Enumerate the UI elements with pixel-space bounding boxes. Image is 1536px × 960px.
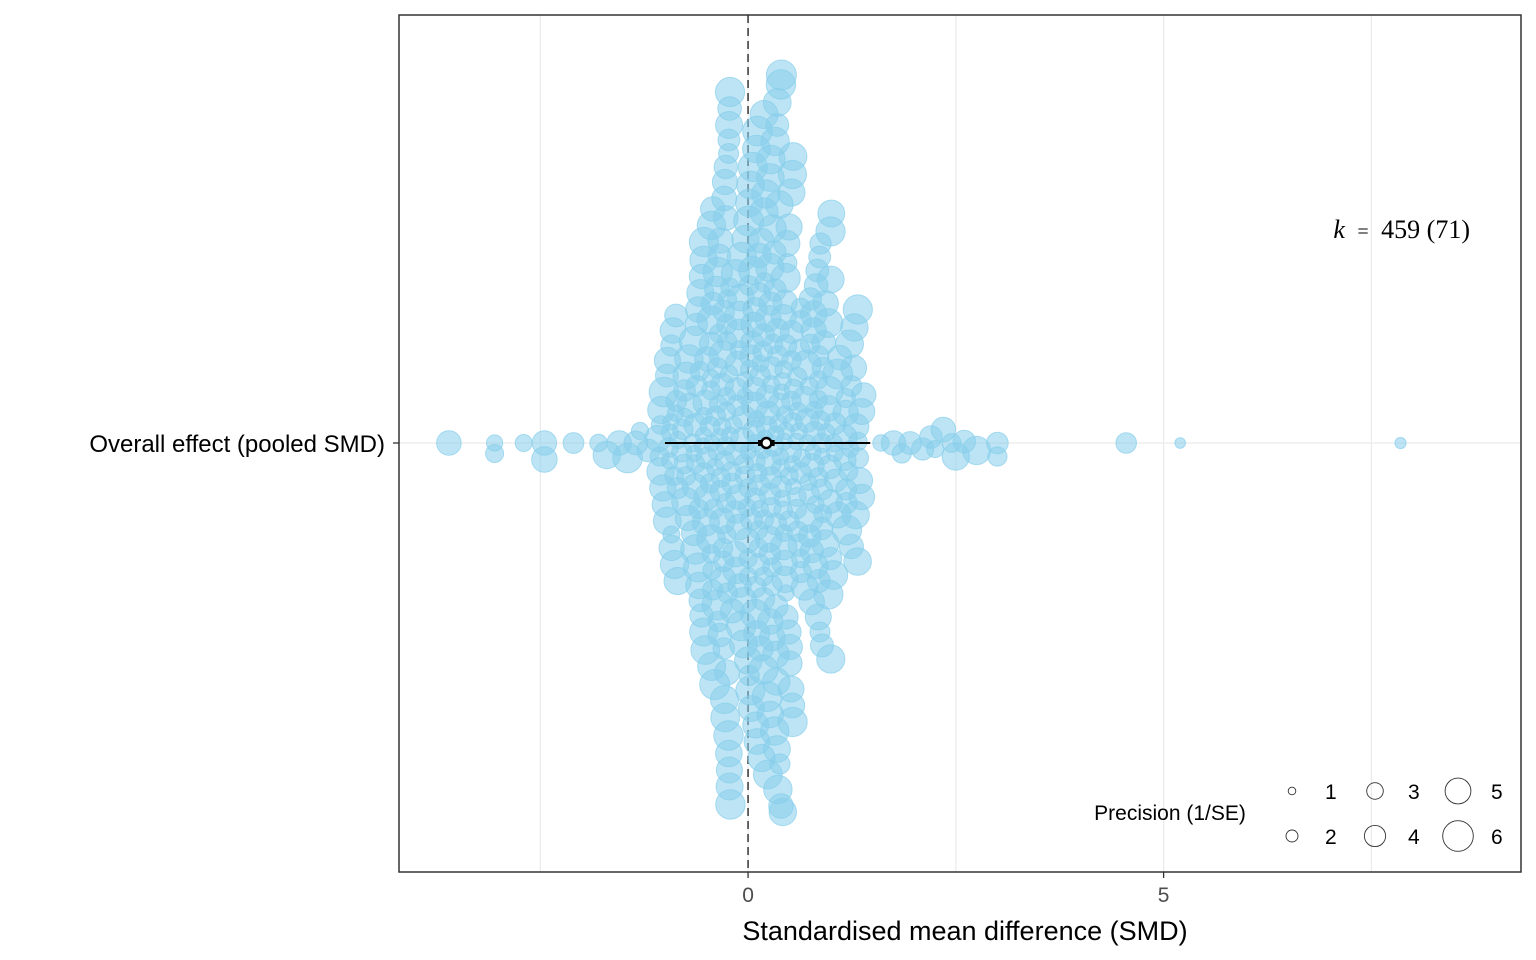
legend-items: 1 2 3 4 5 6 <box>1285 777 1503 852</box>
effect-size-point <box>816 644 846 674</box>
legend-size-circle <box>1366 782 1384 800</box>
effect-size-point <box>840 354 868 382</box>
legend-title: Precision (1/SE) <box>1094 802 1246 825</box>
x-tick-label: 5 <box>1158 884 1170 907</box>
k-value: 459 (71) <box>1381 215 1470 244</box>
x-tick-label: 0 <box>742 884 754 907</box>
effect-size-point <box>514 434 533 452</box>
effect-size-point <box>715 789 746 820</box>
effect-size-point <box>765 59 797 91</box>
k-annotation: k = 459 (71) <box>1333 215 1470 244</box>
legend-size-label: 4 <box>1408 826 1420 849</box>
effect-size-point <box>842 294 873 325</box>
pooled-estimate-point <box>760 436 773 450</box>
effect-size-point <box>1115 432 1137 454</box>
effect-size-point <box>850 382 877 408</box>
x-axis-title: Standardised mean difference (SMD) <box>742 916 1187 946</box>
effect-size-point <box>436 430 462 456</box>
effect-size-point <box>769 753 791 775</box>
legend-size-label: 3 <box>1408 781 1420 804</box>
effect-size-point <box>485 444 505 463</box>
effect-size-point <box>816 265 845 294</box>
effect-size-point <box>777 706 808 738</box>
effect-size-points <box>436 59 1407 827</box>
effect-size-point <box>1394 436 1407 450</box>
effect-size-point <box>813 308 844 338</box>
legend-size-circle <box>1285 829 1299 843</box>
legend-size-label: 6 <box>1491 826 1503 849</box>
effect-size-point <box>818 560 849 590</box>
legend-size-circle <box>1363 824 1387 848</box>
effect-size-point <box>562 432 585 454</box>
y-category-label: Overall effect (pooled SMD) <box>89 431 385 458</box>
effect-size-point <box>664 303 688 328</box>
precision-legend: Precision (1/SE) 1 2 3 4 5 6 <box>1094 777 1503 852</box>
legend-size-circle <box>1444 777 1472 805</box>
pooled-estimate-group <box>664 436 871 450</box>
effect-size-point <box>847 447 869 469</box>
effect-size-point <box>714 76 746 108</box>
effect-size-point <box>817 199 846 228</box>
effect-size-point <box>776 633 803 661</box>
effect-size-point <box>765 113 790 137</box>
effect-size-point <box>768 797 797 827</box>
effect-size-point <box>1174 437 1186 449</box>
k-symbol: k <box>1333 215 1345 244</box>
effect-size-point <box>531 446 558 473</box>
effect-size-point <box>926 439 945 459</box>
legend-size-label: 5 <box>1491 781 1503 804</box>
effect-size-point <box>777 253 798 273</box>
legend-size-circle <box>1442 820 1474 852</box>
effect-size-point <box>843 547 872 576</box>
legend-size-circle <box>1287 786 1297 796</box>
effect-size-point <box>987 446 1008 467</box>
effect-size-point <box>778 142 808 171</box>
legend-size-label: 1 <box>1325 781 1337 804</box>
effect-size-point <box>775 213 803 241</box>
k-equals: = <box>1357 221 1368 243</box>
effect-size-point <box>848 483 876 511</box>
legend-size-label: 2 <box>1325 826 1337 849</box>
